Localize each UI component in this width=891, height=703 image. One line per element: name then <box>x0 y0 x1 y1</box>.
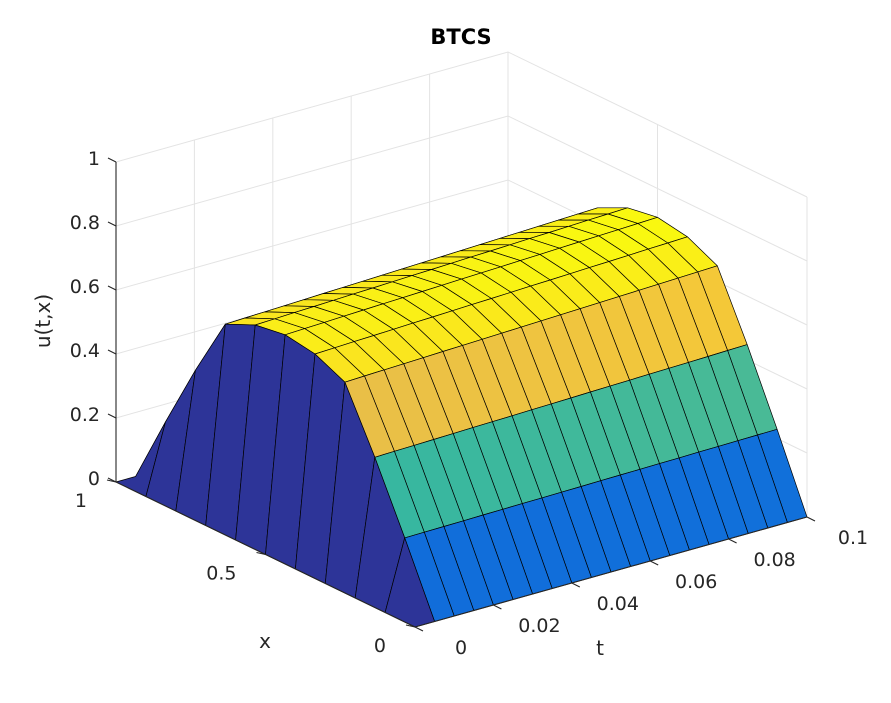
x-tick-mark <box>405 624 416 628</box>
u-tick-mark <box>107 221 117 227</box>
u-tick-mark <box>107 157 117 163</box>
u-tick-mark <box>107 477 117 483</box>
u-tick-label: 0.8 <box>70 212 100 234</box>
u-tick-label: 0.6 <box>70 276 100 298</box>
t-axis-label: t <box>596 636 604 660</box>
u-tick-mark <box>107 285 117 291</box>
t-tick-mark <box>571 582 581 588</box>
x-tick-label: 0.5 <box>206 563 236 585</box>
t-tick-label: 0.04 <box>597 593 639 615</box>
t-axis-line <box>414 516 808 628</box>
x-tick-mark <box>256 551 266 556</box>
u-tick-label: 0.4 <box>70 340 100 362</box>
u-tick-mark <box>107 413 117 419</box>
u-tick-mark <box>107 349 117 355</box>
u-tick-label: 0.2 <box>70 404 100 426</box>
u-tick-label: 1 <box>88 148 100 170</box>
u-tick-label: 0 <box>88 468 100 490</box>
t-tick-mark <box>414 626 424 632</box>
t-tick-mark <box>806 516 816 522</box>
x-tick-label: 0 <box>374 635 386 657</box>
axes-lines <box>106 157 816 632</box>
t-tick-label: 0.1 <box>838 527 868 549</box>
t-tick-mark <box>649 560 659 566</box>
surface-plot <box>115 207 808 628</box>
t-tick-label: 0.02 <box>518 615 560 637</box>
t-tick-label: 0.06 <box>675 571 717 593</box>
t-tick-label: 0.08 <box>753 549 795 571</box>
x-tick-label: 1 <box>75 490 87 512</box>
x-axis-label: x <box>259 629 271 653</box>
t-tick-mark <box>493 604 502 610</box>
t-tick-mark <box>728 538 737 544</box>
u-axis-label: u(t,x) <box>31 294 55 348</box>
chart-title: BTCS <box>430 25 491 49</box>
t-tick-label: 0 <box>455 637 467 659</box>
